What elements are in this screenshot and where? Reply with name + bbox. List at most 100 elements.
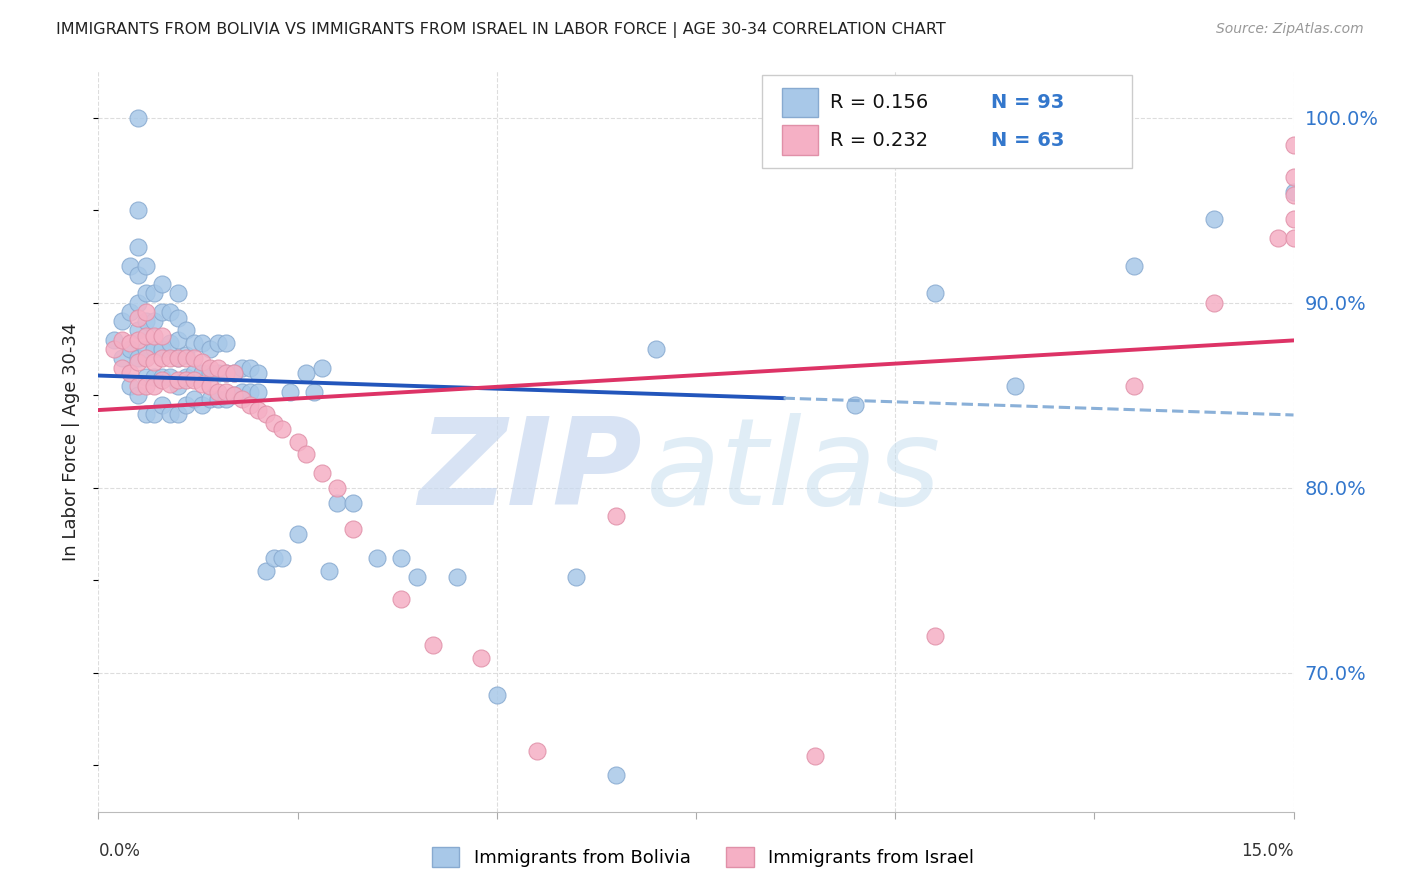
Point (159, 305, 181, 319)
Point (143, 329, 166, 343)
Point (150, 342, 173, 356)
Point (844, 397, 866, 411)
Text: ZIP: ZIP (419, 413, 643, 530)
Point (270, 421, 292, 435)
Point (150, 277, 173, 292)
Text: R = 0.156: R = 0.156 (830, 93, 928, 112)
Point (191, 355, 214, 369)
Point (1123, 379, 1146, 393)
Point (804, 749, 827, 764)
Point (135, 342, 157, 356)
Point (127, 388, 149, 402)
Point (446, 569, 468, 583)
Point (198, 360, 221, 375)
Point (1282, 138, 1305, 153)
Point (135, 259, 157, 273)
Point (135, 351, 157, 366)
Point (159, 336, 181, 351)
Point (485, 688, 508, 702)
Point (174, 374, 197, 388)
Point (605, 508, 627, 523)
Point (159, 351, 181, 366)
Point (207, 336, 229, 351)
Point (143, 286, 166, 301)
Point (294, 366, 316, 380)
Point (263, 416, 285, 430)
Point (159, 377, 181, 392)
Text: R = 0.232: R = 0.232 (830, 130, 928, 150)
Point (135, 329, 157, 343)
Point (302, 384, 325, 399)
Point (127, 268, 149, 282)
Point (135, 286, 157, 301)
Point (127, 111, 149, 125)
Point (174, 323, 197, 337)
Point (135, 407, 157, 421)
Point (207, 392, 229, 406)
Point (191, 397, 214, 411)
Point (127, 355, 149, 369)
Point (278, 384, 301, 399)
Point (111, 333, 134, 347)
Point (406, 569, 429, 583)
Point (1004, 379, 1026, 393)
Point (111, 351, 134, 366)
Point (167, 333, 190, 347)
Point (1202, 295, 1225, 310)
Point (470, 651, 492, 665)
Point (246, 366, 269, 380)
Point (167, 286, 190, 301)
Point (231, 384, 253, 399)
Point (198, 342, 221, 356)
Point (143, 342, 166, 356)
Point (222, 366, 245, 380)
Point (167, 379, 190, 393)
Point (127, 310, 149, 325)
Point (924, 629, 946, 643)
Point (127, 295, 149, 310)
Point (246, 384, 269, 399)
Point (1282, 231, 1305, 245)
Point (103, 342, 125, 356)
Point (605, 767, 627, 781)
Point (191, 377, 214, 392)
Point (120, 336, 142, 351)
Point (143, 379, 166, 393)
Point (191, 336, 214, 351)
Point (239, 360, 262, 375)
Text: IMMIGRANTS FROM BOLIVIA VS IMMIGRANTS FROM ISRAEL IN LABOR FORCE | AGE 30-34 COR: IMMIGRANTS FROM BOLIVIA VS IMMIGRANTS FR… (56, 22, 946, 38)
Point (183, 336, 205, 351)
Point (294, 448, 316, 462)
Point (231, 392, 253, 406)
Point (120, 305, 142, 319)
Point (215, 366, 238, 380)
Point (183, 392, 205, 406)
Point (231, 360, 253, 375)
Point (1267, 231, 1289, 245)
Point (222, 366, 245, 380)
Point (150, 369, 173, 384)
Point (120, 342, 142, 356)
Point (198, 392, 221, 406)
Point (565, 569, 588, 583)
FancyBboxPatch shape (782, 125, 818, 155)
Point (120, 379, 142, 393)
Point (167, 351, 190, 366)
Point (389, 551, 412, 566)
Point (311, 360, 333, 375)
FancyBboxPatch shape (782, 87, 818, 118)
Point (318, 564, 340, 578)
Point (183, 374, 205, 388)
Point (270, 551, 292, 566)
Point (159, 369, 181, 384)
Point (103, 333, 125, 347)
Point (1282, 169, 1305, 184)
Point (159, 407, 181, 421)
Point (326, 495, 349, 509)
Point (645, 342, 668, 356)
Point (215, 384, 238, 399)
Point (1282, 188, 1305, 202)
Point (111, 314, 134, 328)
Point (254, 564, 277, 578)
Point (1282, 185, 1305, 199)
